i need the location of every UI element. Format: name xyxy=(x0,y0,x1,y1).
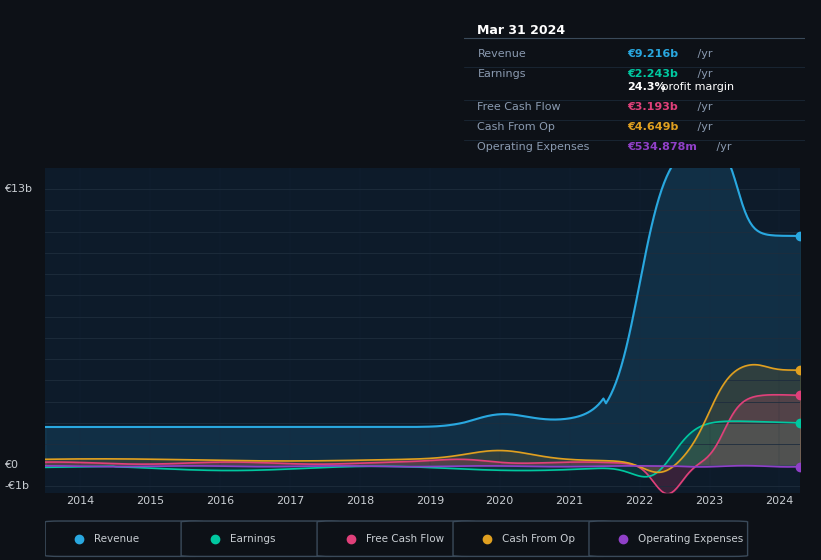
Text: 2016: 2016 xyxy=(206,496,234,506)
Text: €13b: €13b xyxy=(4,184,32,194)
Text: /yr: /yr xyxy=(695,69,713,79)
Text: 2019: 2019 xyxy=(415,496,444,506)
Text: -€1b: -€1b xyxy=(4,482,29,492)
Text: 2021: 2021 xyxy=(556,496,584,506)
Text: €534.878m: €534.878m xyxy=(627,142,697,152)
Text: profit margin: profit margin xyxy=(658,82,734,92)
Text: €3.193b: €3.193b xyxy=(627,102,678,112)
Text: /yr: /yr xyxy=(713,142,732,152)
Text: Operating Expenses: Operating Expenses xyxy=(478,142,589,152)
Text: 2018: 2018 xyxy=(346,496,374,506)
Text: 2022: 2022 xyxy=(626,496,654,506)
Text: Free Cash Flow: Free Cash Flow xyxy=(366,534,444,544)
Text: €0: €0 xyxy=(4,460,18,470)
Text: 24.3%: 24.3% xyxy=(627,82,666,92)
Text: €9.216b: €9.216b xyxy=(627,49,678,59)
Text: Earnings: Earnings xyxy=(230,534,276,544)
Text: 2017: 2017 xyxy=(276,496,304,506)
FancyBboxPatch shape xyxy=(453,521,612,557)
FancyBboxPatch shape xyxy=(589,521,748,557)
FancyBboxPatch shape xyxy=(45,521,204,557)
Text: Cash From Op: Cash From Op xyxy=(478,122,555,132)
Text: 2014: 2014 xyxy=(66,496,94,506)
Text: €4.649b: €4.649b xyxy=(627,122,679,132)
Text: €2.243b: €2.243b xyxy=(627,69,678,79)
Text: 2023: 2023 xyxy=(695,496,723,506)
Text: Operating Expenses: Operating Expenses xyxy=(638,534,743,544)
Text: Cash From Op: Cash From Op xyxy=(502,534,576,544)
Text: Earnings: Earnings xyxy=(478,69,526,79)
Text: Free Cash Flow: Free Cash Flow xyxy=(478,102,561,112)
Text: 2024: 2024 xyxy=(765,496,794,506)
Text: 2015: 2015 xyxy=(136,496,164,506)
Text: 2020: 2020 xyxy=(485,496,514,506)
Text: Revenue: Revenue xyxy=(94,534,140,544)
Text: /yr: /yr xyxy=(695,102,713,112)
Text: Mar 31 2024: Mar 31 2024 xyxy=(478,25,566,38)
Text: Revenue: Revenue xyxy=(478,49,526,59)
Text: /yr: /yr xyxy=(695,49,713,59)
Text: /yr: /yr xyxy=(695,122,713,132)
FancyBboxPatch shape xyxy=(317,521,475,557)
FancyBboxPatch shape xyxy=(181,521,340,557)
